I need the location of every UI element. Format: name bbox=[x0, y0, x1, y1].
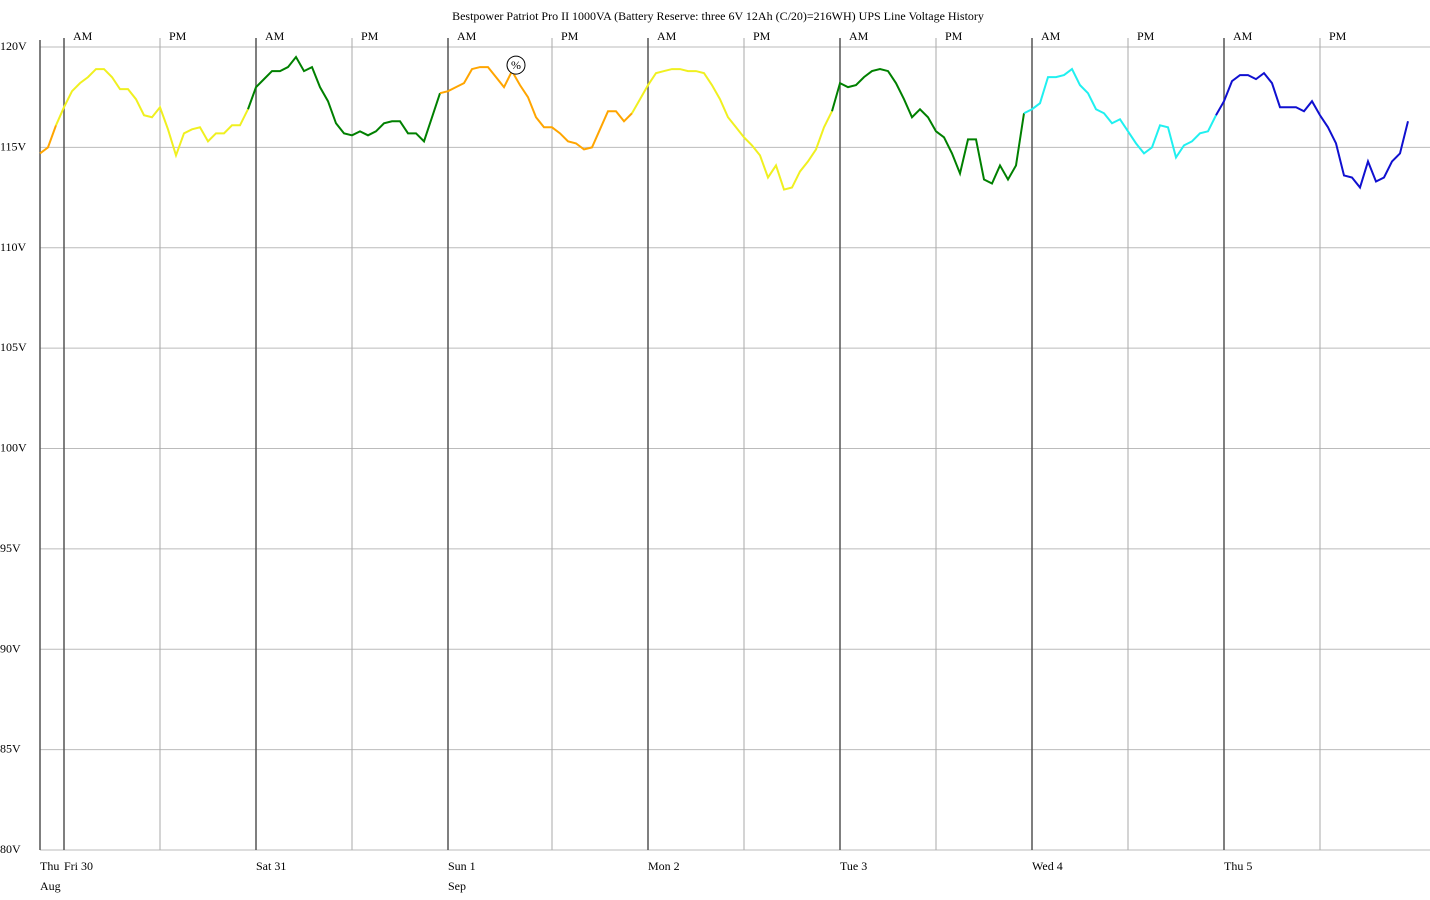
voltage-line bbox=[247, 55, 441, 144]
y-tick-label: 90V bbox=[0, 641, 21, 655]
month-label: Sep bbox=[448, 879, 466, 893]
top-tick-label: AM bbox=[457, 29, 477, 43]
x-tick-label: Sun 1 bbox=[448, 859, 476, 873]
x-tick-label: Sat 31 bbox=[256, 859, 286, 873]
top-tick-label: PM bbox=[945, 29, 963, 43]
x-tick-label: Thu bbox=[40, 859, 59, 873]
annotation-marker bbox=[506, 55, 526, 75]
voltage-line bbox=[831, 68, 1025, 185]
top-tick-label: AM bbox=[849, 29, 869, 43]
top-tick-label: AM bbox=[657, 29, 677, 43]
voltage-line bbox=[631, 68, 833, 191]
y-tick-label: 120V bbox=[0, 39, 27, 53]
x-tick-label: Fri 30 bbox=[64, 859, 93, 873]
x-tick-label: Thu 5 bbox=[1224, 859, 1252, 873]
top-tick-label: PM bbox=[1329, 29, 1347, 43]
top-tick-label: AM bbox=[1041, 29, 1061, 43]
x-tick-label: Tue 3 bbox=[840, 859, 867, 873]
y-tick-label: 80V bbox=[0, 842, 21, 856]
top-tick-label: PM bbox=[561, 29, 579, 43]
voltage-line bbox=[55, 68, 249, 159]
y-tick-label: 100V bbox=[0, 441, 27, 455]
y-tick-label: 105V bbox=[0, 340, 27, 354]
x-tick-label: Wed 4 bbox=[1032, 859, 1063, 873]
top-tick-label: PM bbox=[753, 29, 771, 43]
voltage-line bbox=[439, 66, 633, 151]
voltage-line bbox=[1215, 71, 1409, 190]
month-label: Aug bbox=[40, 879, 61, 893]
annotation-label: % bbox=[511, 58, 521, 72]
voltage-line bbox=[1023, 67, 1217, 160]
y-tick-label: 85V bbox=[0, 742, 21, 756]
x-tick-label: Mon 2 bbox=[648, 859, 680, 873]
voltage-line bbox=[39, 124, 57, 155]
top-tick-label: PM bbox=[1137, 29, 1155, 43]
y-tick-label: 110V bbox=[0, 240, 27, 254]
y-tick-label: 115V bbox=[0, 139, 27, 153]
top-tick-label: AM bbox=[1233, 29, 1253, 43]
y-tick-label: 95V bbox=[0, 541, 21, 555]
top-tick-label: PM bbox=[361, 29, 379, 43]
top-tick-label: AM bbox=[73, 29, 93, 43]
top-tick-label: AM bbox=[265, 29, 285, 43]
top-tick-label: PM bbox=[169, 29, 187, 43]
chart-title: Bestpower Patriot Pro II 1000VA (Battery… bbox=[452, 9, 984, 23]
